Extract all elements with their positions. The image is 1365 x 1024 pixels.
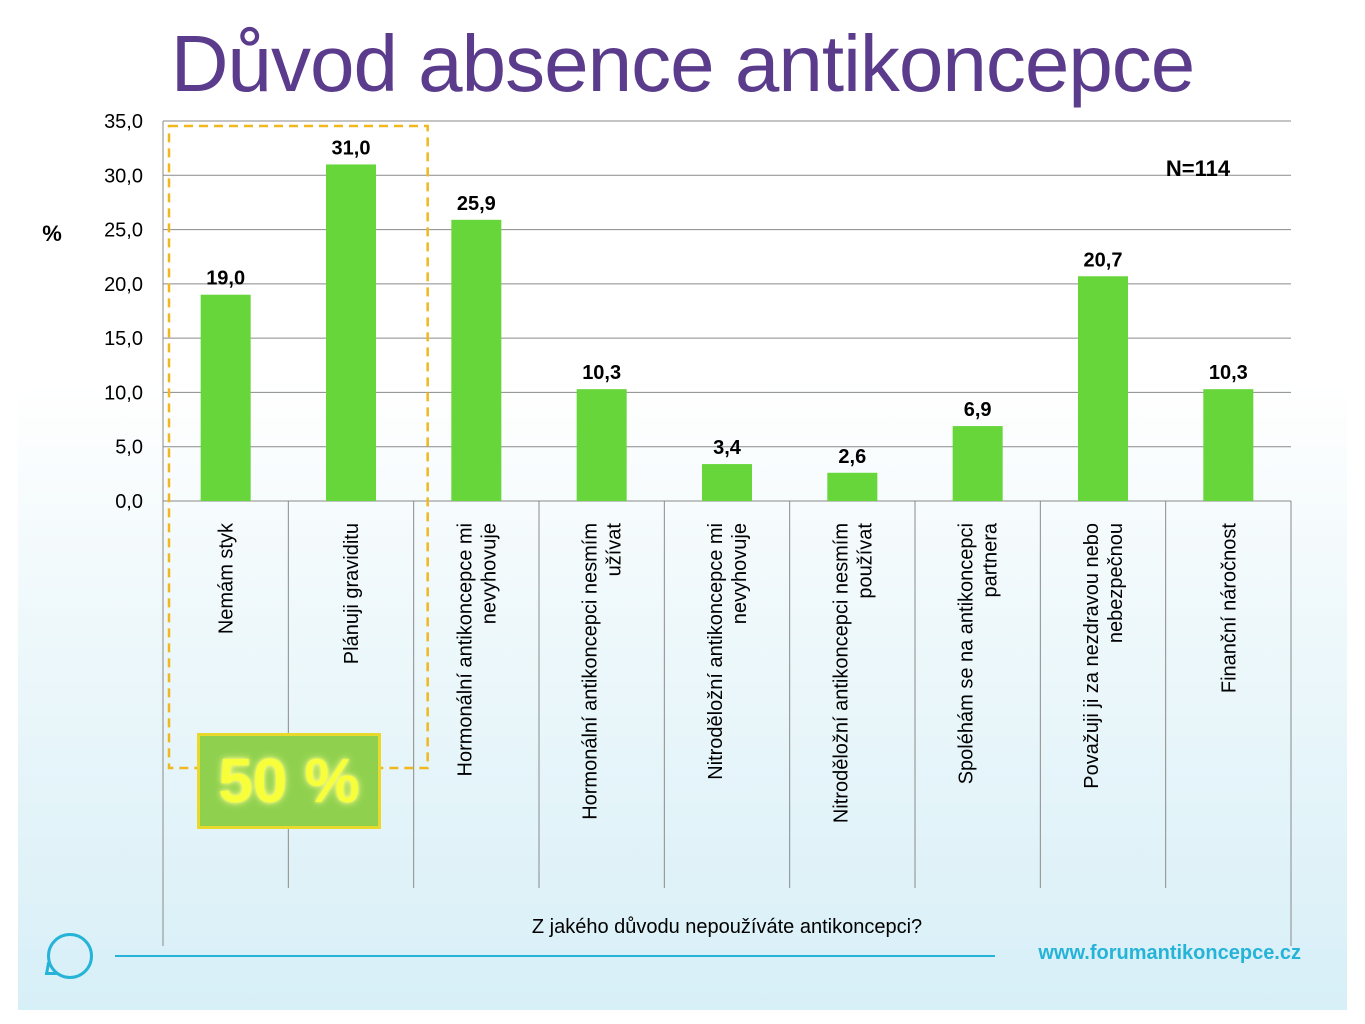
x-tick-label: Považuji ji za nezdravou nebo xyxy=(1081,523,1103,789)
data-label: 6,9 xyxy=(964,399,992,421)
y-axis-label: % xyxy=(42,221,62,246)
x-tick-label: partnera xyxy=(980,522,1002,597)
x-tick-label: Spoléhám se na antikoncepci xyxy=(956,523,978,784)
y-tick-label: 30,0 xyxy=(104,165,143,187)
x-tick-label: Nemám styk xyxy=(216,522,238,634)
x-tick-label: nevyhovuje xyxy=(478,523,500,624)
y-tick-label: 25,0 xyxy=(104,220,143,242)
y-tick-label: 5,0 xyxy=(115,437,143,459)
x-tick-label: nebezpečnou xyxy=(1105,523,1127,643)
data-label: 20,7 xyxy=(1084,249,1123,271)
data-label: 3,4 xyxy=(713,437,742,459)
sample-size-annotation: N=114 xyxy=(1166,156,1231,181)
x-tick-label: užívat xyxy=(604,523,626,577)
highlight-label: 50 % xyxy=(218,746,360,816)
bar xyxy=(702,464,752,501)
x-axis-label: Z jakého důvodu nepoužíváte antikoncepci… xyxy=(532,916,922,938)
bar xyxy=(952,426,1003,501)
slide-background xyxy=(18,0,1347,1010)
data-label: 31,0 xyxy=(332,137,371,159)
y-tick-label: 0,0 xyxy=(115,491,143,513)
x-tick-label: Finanční náročnost xyxy=(1218,523,1240,694)
x-tick-label: používat xyxy=(854,523,876,599)
y-tick-label: 15,0 xyxy=(104,328,143,350)
bar xyxy=(827,472,878,501)
logo-icon xyxy=(47,933,93,979)
x-tick-label: Hormonální antikoncepce mi xyxy=(454,523,476,776)
x-tick-label: Nitroděložní antikoncepce mi xyxy=(705,523,727,780)
y-tick-label: 35,0 xyxy=(104,111,143,133)
highlight-badge: 50 % xyxy=(197,733,381,829)
footer-url: www.forumantikoncepce.cz xyxy=(1038,942,1301,964)
y-tick-label: 10,0 xyxy=(104,382,143,404)
x-tick-label: Hormonální antikoncepci nesmím xyxy=(580,523,602,820)
x-tick-label: Plánuji graviditu xyxy=(341,523,363,664)
data-label: 10,3 xyxy=(582,362,621,384)
bar xyxy=(451,219,502,502)
bar xyxy=(200,294,251,501)
x-tick-label: Nitroděložní antikoncepci nesmím xyxy=(830,523,852,823)
footer-divider xyxy=(115,955,995,957)
data-label: 10,3 xyxy=(1209,362,1248,384)
bar xyxy=(1078,276,1128,501)
slide-title: Důvod absence antikoncepce xyxy=(170,19,1196,108)
bar xyxy=(326,164,376,501)
x-tick-label: nevyhovuje xyxy=(729,523,751,624)
data-label: 19,0 xyxy=(206,268,245,290)
bar xyxy=(1203,389,1254,501)
bar xyxy=(576,389,627,501)
logo-tail-icon xyxy=(44,962,61,975)
data-label: 25,9 xyxy=(457,193,496,215)
data-label: 2,6 xyxy=(838,446,866,468)
y-tick-label: 20,0 xyxy=(104,274,143,296)
